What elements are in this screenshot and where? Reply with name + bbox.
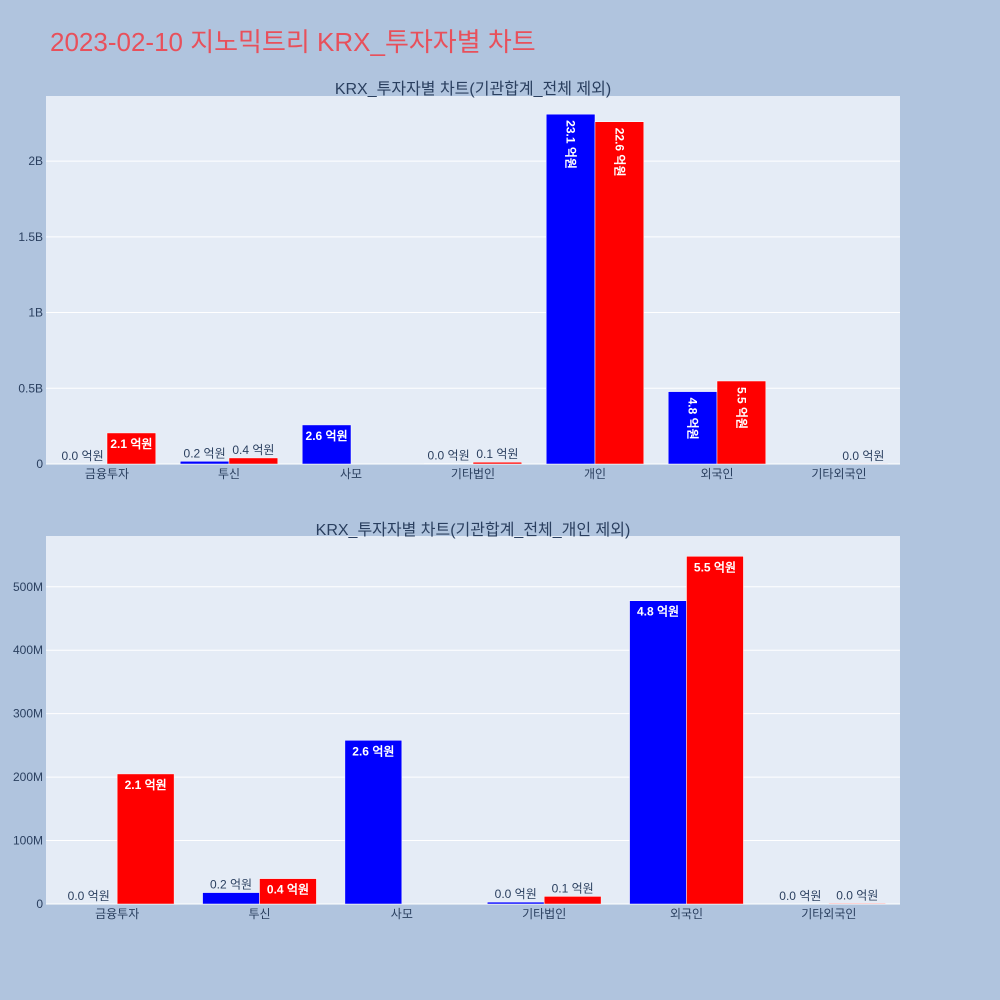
bar-data-label: 0.1 억원 bbox=[476, 447, 518, 461]
x-tick-label: 투신 bbox=[218, 467, 240, 481]
x-tick-label: 기타법인 bbox=[451, 467, 495, 481]
bar-data-label: 23.1 억원 bbox=[564, 120, 578, 169]
bar bbox=[106, 432, 157, 465]
bar-data-label: 0.0 억원 bbox=[495, 887, 537, 901]
x-tick-label: 사모 bbox=[391, 907, 413, 921]
bar bbox=[228, 457, 279, 465]
bar bbox=[472, 461, 523, 465]
bar-data-label: 0.2 억원 bbox=[184, 446, 226, 460]
bar-data-label: 0.0 억원 bbox=[68, 889, 110, 903]
bar-data-label: 0.0 억원 bbox=[62, 449, 104, 463]
bar bbox=[629, 600, 687, 905]
y-tick-label: 300M bbox=[13, 707, 43, 721]
x-tick-label: 기타외국인 bbox=[811, 467, 866, 481]
bar-data-label: 5.5 억원 bbox=[694, 560, 736, 574]
bar-data-label: 2.6 억원 bbox=[352, 744, 394, 758]
bar-data-label: 4.8 억원 bbox=[637, 605, 679, 619]
bar-data-label: 0.0 억원 bbox=[428, 449, 470, 463]
bar bbox=[259, 878, 317, 905]
bar bbox=[545, 113, 596, 465]
bar-data-label: 0.4 억원 bbox=[267, 883, 309, 897]
bar-data-label: 2.1 억원 bbox=[110, 437, 152, 451]
x-tick-label: 기타외국인 bbox=[801, 907, 856, 921]
bar-data-label: 0.2 억원 bbox=[210, 878, 252, 892]
bar bbox=[486, 901, 545, 905]
x-tick-label: 외국인 bbox=[670, 907, 703, 921]
y-tick-label: 200M bbox=[13, 770, 43, 784]
bar bbox=[686, 556, 744, 905]
bar-data-label: 0.0 억원 bbox=[779, 889, 821, 903]
bar bbox=[828, 903, 887, 905]
y-tick-label: 1B bbox=[28, 306, 43, 320]
subplot-title: KRX_투자자별 차트(기관합계_전체 제외) bbox=[335, 80, 611, 98]
bar-data-label: 0.1 억원 bbox=[552, 881, 594, 895]
plot-area bbox=[46, 536, 900, 904]
bar-data-label: 0.0 억원 bbox=[842, 449, 884, 463]
main-title: 2023-02-10 지노믹트리 KRX_투자자별 차트 bbox=[50, 27, 536, 57]
bar-data-label: 4.8 억원 bbox=[686, 398, 700, 440]
bar-data-label: 2.6 억원 bbox=[306, 429, 348, 443]
bar bbox=[594, 121, 645, 465]
y-tick-label: 400M bbox=[13, 643, 43, 657]
bar bbox=[301, 424, 352, 465]
bar-data-label: 22.6 억원 bbox=[612, 128, 626, 177]
x-tick-label: 금융투자 bbox=[85, 467, 129, 481]
x-tick-label: 개인 bbox=[584, 467, 606, 481]
bar-data-label: 0.4 억원 bbox=[232, 443, 274, 457]
x-tick-label: 금융투자 bbox=[95, 907, 139, 921]
y-tick-label: 2B bbox=[28, 154, 43, 168]
chart-top: 0 0.5B 1B 1.5B 2B KRX_투자자별 차트(기관합계_전체 제외) 금융투자… bbox=[18, 80, 900, 481]
bar bbox=[116, 773, 175, 905]
y-tick-label: 0 bbox=[36, 897, 43, 911]
bar-data-label: 2.1 억원 bbox=[125, 778, 167, 792]
y-tick-label: 500M bbox=[13, 580, 43, 594]
x-tick-label: 기타법인 bbox=[522, 907, 566, 921]
bar bbox=[543, 896, 602, 905]
bar-data-label: 0.0 억원 bbox=[836, 888, 878, 902]
y-tick-label: 0 bbox=[36, 457, 43, 471]
x-tick-label: 사모 bbox=[340, 467, 362, 481]
bar bbox=[667, 391, 718, 465]
subplot-title: KRX_투자자별 차트(기관합계_전체_개인 제외) bbox=[316, 521, 631, 539]
bar-data-label: 5.5 억원 bbox=[734, 387, 748, 429]
bar bbox=[202, 892, 260, 905]
bar bbox=[344, 740, 403, 905]
y-tick-label: 0.5B bbox=[18, 381, 43, 395]
x-tick-label: 외국인 bbox=[700, 467, 733, 481]
bar bbox=[716, 380, 767, 465]
y-tick-label: 100M bbox=[13, 834, 43, 848]
y-tick-label: 1.5B bbox=[18, 230, 43, 244]
x-tick-label: 투신 bbox=[248, 907, 270, 921]
